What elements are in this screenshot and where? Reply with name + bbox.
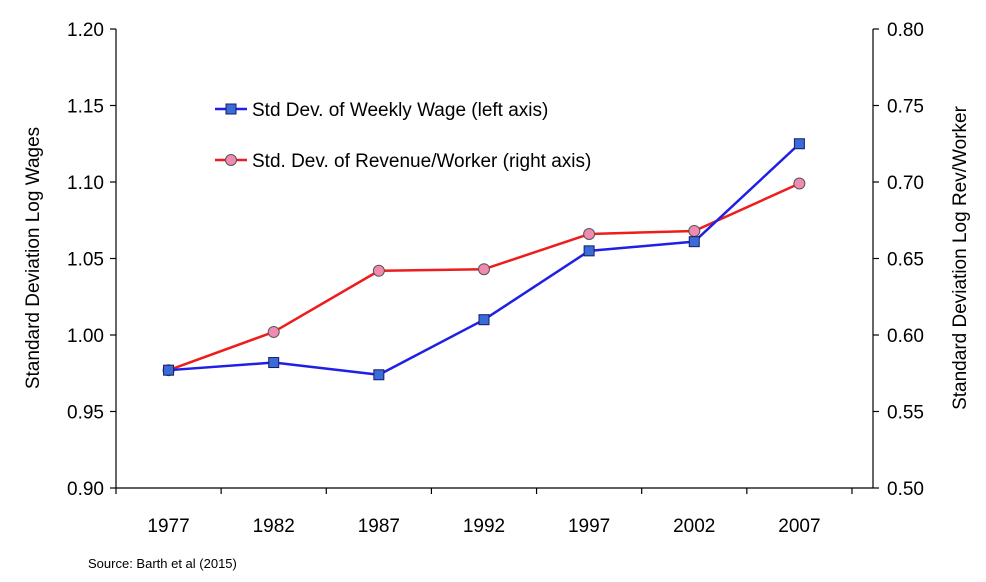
data-point <box>688 224 701 237</box>
left-tick-label: 0.90 <box>67 479 104 500</box>
right-tick-label: 0.70 <box>887 173 924 194</box>
axes <box>115 29 874 489</box>
x-tick-label: 1982 <box>253 516 295 537</box>
data-point <box>793 177 806 190</box>
legend-marker-wage <box>225 103 237 115</box>
series-line <box>168 182 800 372</box>
left-axis-ticks: 0.90 0.95 1.00 1.05 1.10 1.15 1.20 <box>67 20 116 500</box>
left-tick-label: 0.95 <box>67 403 104 424</box>
legend: Std Dev. of Weekly Wage (left axis) Std.… <box>215 100 591 172</box>
x-tick-label: 1977 <box>147 516 189 537</box>
x-tick-label: 1987 <box>358 516 400 537</box>
data-point <box>478 314 490 326</box>
legend-label-wage: Std Dev. of Weekly Wage (left axis) <box>252 100 548 121</box>
right-tick-label: 0.65 <box>887 250 924 271</box>
data-point <box>583 245 595 257</box>
right-tick-label: 0.55 <box>887 403 924 424</box>
data-point <box>583 228 596 241</box>
right-tick-label: 0.60 <box>887 326 924 347</box>
data-point <box>268 357 280 369</box>
x-tick-label: 2007 <box>778 516 820 537</box>
left-tick-label: 1.00 <box>67 326 104 347</box>
right-axis-title: Standard Deviation Log Rev/Worker <box>950 105 971 409</box>
left-tick-label: 1.10 <box>67 173 104 194</box>
data-point <box>163 364 175 376</box>
x-tick-label: 1992 <box>463 516 505 537</box>
data-point <box>477 263 490 276</box>
series-line <box>168 142 801 377</box>
data-point <box>793 138 805 150</box>
right-tick-label: 0.75 <box>887 97 924 118</box>
x-tick-label: 1997 <box>568 516 610 537</box>
x-tick-label: 2002 <box>673 516 715 537</box>
right-axis-ticks: 0.50 0.55 0.60 0.65 0.70 0.75 0.80 <box>873 20 924 500</box>
series-revenue-per-worker <box>162 177 806 377</box>
right-tick-label: 0.80 <box>887 20 924 41</box>
data-point <box>688 236 700 248</box>
left-tick-label: 1.15 <box>67 97 104 118</box>
data-point <box>373 369 385 381</box>
left-axis-title: Standard Deviation Log Wages <box>23 127 44 389</box>
right-tick-label: 0.50 <box>887 479 924 500</box>
x-axis-ticks: 1977 1982 1987 1992 1997 2002 2007 <box>115 488 853 537</box>
legend-label-revenue: Std. Dev. of Revenue/Worker (right axis) <box>252 151 591 172</box>
data-point <box>267 325 280 338</box>
data-point <box>372 264 385 277</box>
source-note: Source: Barth et al (2015) <box>88 556 237 571</box>
series-layer <box>162 138 806 381</box>
legend-marker-revenue <box>225 154 237 166</box>
left-tick-label: 1.05 <box>67 250 104 271</box>
left-tick-label: 1.20 <box>67 20 104 41</box>
series-weekly-wage <box>163 138 805 381</box>
